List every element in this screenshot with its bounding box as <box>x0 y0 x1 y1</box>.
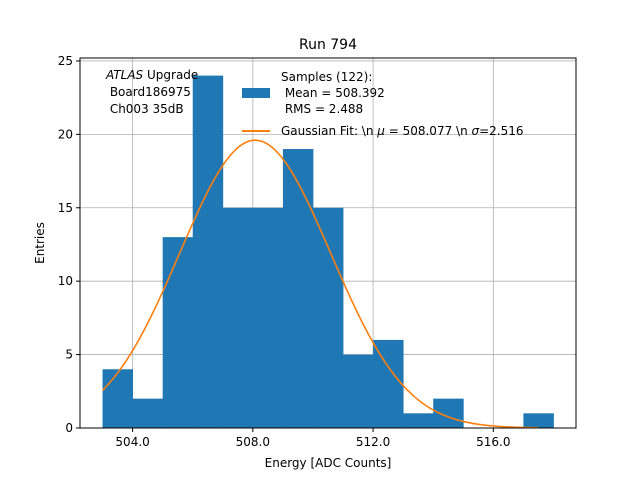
legend-samples-swatch <box>242 88 270 98</box>
x-tick-label-0: 504.0 <box>115 435 149 449</box>
y-tick-label-1: 5 <box>65 348 73 362</box>
y-axis-ticks: 0 5 10 15 20 25 <box>58 54 80 435</box>
histogram-bar-10 <box>403 413 434 428</box>
legend-fit-prefix: Gaussian Fit: \n <box>281 124 377 138</box>
x-tick-label-3: 516.0 <box>476 435 510 449</box>
legend-rms-label: RMS = 2.488 <box>281 102 363 116</box>
y-axis-label: Entries <box>33 222 47 264</box>
legend-fit-label: Gaussian Fit: \n μ = 508.077 \n σ=2.516 <box>281 124 524 138</box>
x-tick-label-2: 512.0 <box>356 435 390 449</box>
chart-title: Run 794 <box>299 37 357 53</box>
histogram-bars <box>102 75 554 429</box>
histogram-bar-8 <box>343 354 374 428</box>
histogram-bar-6 <box>282 149 314 429</box>
y-tick-label-0: 0 <box>65 421 73 435</box>
gaussian-fit-layer <box>101 139 539 429</box>
upgrade-label: Upgrade <box>143 68 198 82</box>
legend-fit-sigma-value: =2.516 <box>479 124 523 138</box>
atlas-annotation: ATLAS Upgrade Board186975 Ch003 35dB <box>105 68 198 116</box>
y-tick-label-4: 20 <box>58 127 73 141</box>
histogram-bar-3 <box>192 75 224 428</box>
board-label: Board186975 <box>106 85 191 99</box>
x-axis-ticks: 504.0 508.0 512.0 516.0 <box>115 428 511 449</box>
y-tick-label-5: 25 <box>58 54 73 68</box>
histogram-bar-2 <box>162 237 194 428</box>
channel-label: Ch003 35dB <box>106 102 184 116</box>
x-tick-label-1: 508.0 <box>236 435 270 449</box>
atlas-label: ATLAS <box>105 68 144 82</box>
legend-fit-mu-value: = 508.077 \n <box>385 124 472 138</box>
atlas-line-1: ATLAS Upgrade <box>105 68 198 82</box>
histogram-bar-7 <box>312 207 344 428</box>
legend: Samples (122): Mean = 508.392 RMS = 2.48… <box>242 70 524 138</box>
legend-fit-sigma-symbol: σ <box>472 124 480 138</box>
legend-samples-label: Samples (122): <box>281 70 372 84</box>
x-axis-label: Energy [ADC Counts] <box>265 456 392 470</box>
histogram-bar-9 <box>373 339 404 428</box>
histogram-bar-1 <box>132 398 164 428</box>
histogram-bar-0 <box>102 369 134 428</box>
legend-mean-label: Mean = 508.392 <box>281 86 385 100</box>
y-tick-label-3: 15 <box>58 201 73 215</box>
histogram-bar-4 <box>222 207 254 428</box>
y-tick-label-2: 10 <box>58 274 73 288</box>
histogram-bar-14 <box>523 413 554 428</box>
legend-fit-mu-symbol: μ <box>376 124 385 138</box>
histogram-bar-11 <box>433 398 464 428</box>
plot-frame <box>79 57 577 429</box>
gaussian-fit-curve <box>101 139 539 429</box>
histogram-bar-5 <box>252 207 284 428</box>
